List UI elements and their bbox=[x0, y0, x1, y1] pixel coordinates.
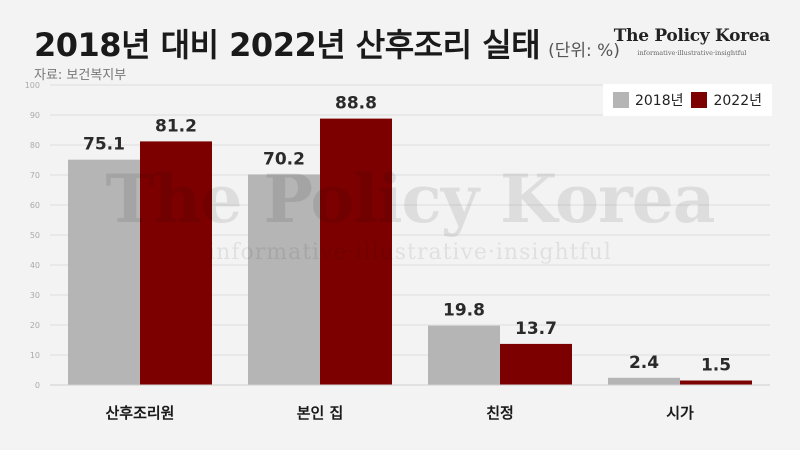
y-tick-label: 70 bbox=[30, 171, 40, 180]
bar-2022 bbox=[500, 343, 572, 385]
legend: 2018년 2022년 bbox=[602, 84, 772, 116]
legend-item-2022: 2022년 bbox=[691, 90, 762, 110]
source-note: 자료: 보건복지부 bbox=[34, 68, 127, 83]
bar-2018 bbox=[68, 159, 140, 385]
data-label: 81.2 bbox=[155, 116, 197, 136]
x-tick-label: 본인 집 bbox=[297, 404, 344, 422]
data-label: 13.7 bbox=[515, 319, 557, 339]
chart-title: 2018년 대비 2022년 산후조리 실태 (단위: %) bbox=[34, 20, 620, 66]
x-tick-label: 산후조리원 bbox=[105, 404, 174, 422]
y-tick-label: 50 bbox=[30, 231, 40, 240]
brand-tagline: informative·illustrative·insightful bbox=[637, 49, 747, 57]
y-tick-label: 20 bbox=[30, 321, 40, 330]
y-tick-label: 80 bbox=[30, 141, 40, 150]
x-tick-label: 친정 bbox=[486, 404, 514, 422]
y-tick-label: 100 bbox=[25, 81, 40, 90]
data-label: 1.5 bbox=[701, 356, 731, 376]
data-label: 75.1 bbox=[83, 135, 125, 155]
y-tick-label: 40 bbox=[30, 261, 40, 270]
data-label: 2.4 bbox=[629, 353, 659, 373]
y-tick-label: 60 bbox=[30, 201, 40, 210]
legend-label-2022: 2022년 bbox=[713, 93, 762, 109]
data-label: 88.8 bbox=[335, 94, 377, 114]
y-tick-label: 90 bbox=[30, 111, 40, 120]
x-tick-label: 시가 bbox=[666, 404, 694, 422]
legend-item-2018: 2018년 bbox=[612, 90, 684, 110]
legend-swatch-2018 bbox=[612, 92, 629, 108]
bar-2022 bbox=[140, 141, 212, 385]
bar-2022 bbox=[680, 380, 752, 385]
data-label: 70.2 bbox=[263, 149, 305, 169]
bar-2022 bbox=[320, 118, 392, 385]
data-label: 19.8 bbox=[443, 301, 485, 321]
bar-2018 bbox=[428, 325, 500, 385]
title-text: 2018년 대비 2022년 산후조리 실태 bbox=[34, 26, 541, 64]
legend-swatch-2022 bbox=[691, 92, 708, 108]
y-tick-label: 0 bbox=[35, 381, 40, 390]
y-tick-label: 10 bbox=[30, 351, 40, 360]
brand-name: The Policy Korea bbox=[613, 26, 771, 46]
brand-logo: The Policy Korea informative·illustrativ… bbox=[613, 26, 771, 57]
bar-2018 bbox=[608, 377, 680, 385]
y-tick-label: 30 bbox=[30, 291, 40, 300]
bar-2018 bbox=[248, 174, 320, 385]
unit-label: (단위: %) bbox=[548, 41, 620, 61]
legend-label-2018: 2018년 bbox=[634, 93, 684, 109]
